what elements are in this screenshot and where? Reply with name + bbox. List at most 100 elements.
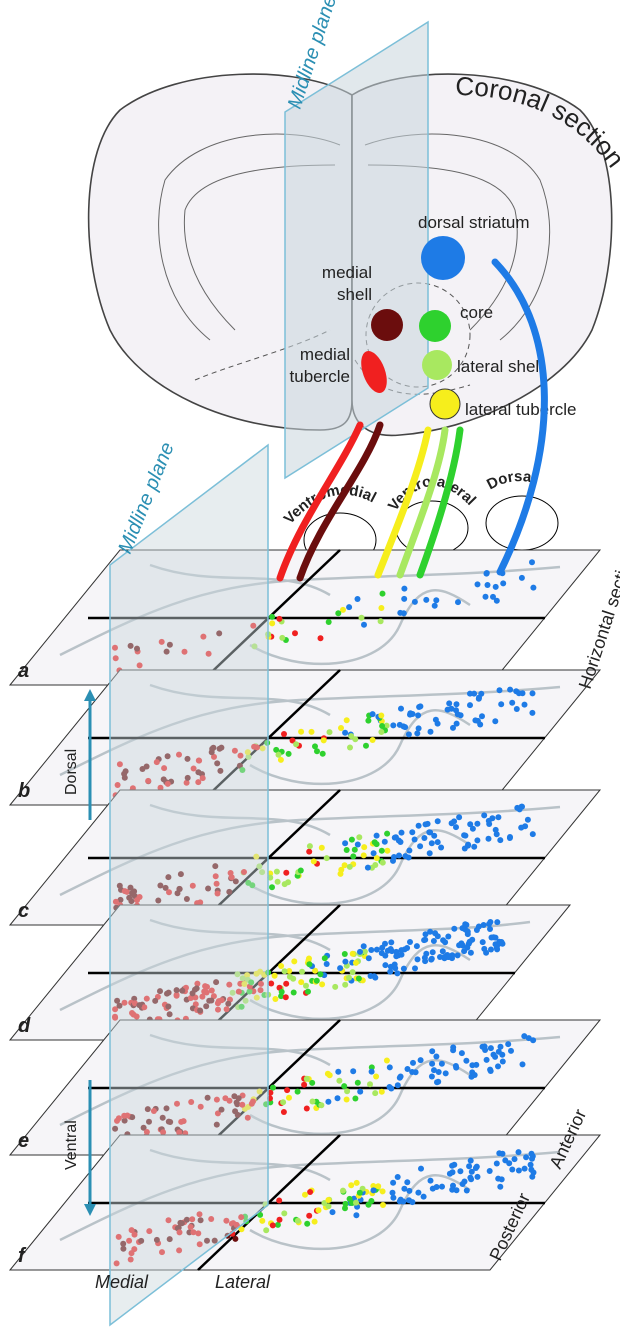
cell-dot [398,706,404,712]
cell-dot [529,710,535,716]
cell-dot [269,884,275,890]
cell-dot [361,622,367,628]
cell-dot [498,1044,504,1050]
cell-dot [361,943,367,949]
cell-dot [475,581,481,587]
cell-dot [378,713,384,719]
cell-dot [462,846,468,852]
cell-dot [429,840,435,846]
cell-dot [412,837,418,843]
cell-dot [428,1178,434,1184]
horizontal-midline-plane [110,445,268,1325]
cell-dot [342,951,348,957]
cell-dot [282,881,288,887]
cell-dot [454,721,460,727]
cell-dot [286,1095,292,1101]
cell-dot [449,1163,455,1169]
cell-dot [298,729,304,735]
cell-dot [350,1068,356,1074]
cell-dot [380,860,386,866]
cell-dot [275,1222,281,1228]
cell-dot [516,1168,522,1174]
cell-dot [344,1088,350,1094]
cell-dot [401,596,407,602]
region-label: dorsal striatum [418,213,529,232]
cell-dot [402,853,408,859]
cell-dot [295,1218,301,1224]
cell-dot [406,731,412,737]
cell-dot [435,818,441,824]
cell-dot [492,1054,498,1060]
cell-dot [423,597,429,603]
cell-dot [309,1080,315,1086]
cell-dot [372,862,378,868]
cell-dot [409,1199,415,1205]
cell-dot [445,707,451,713]
cell-dot [421,835,427,841]
cell-dot [268,981,274,987]
cell-dot [278,757,284,763]
region [419,310,451,342]
cell-dot [463,1058,469,1064]
cell-dot [412,599,418,605]
cell-dot [395,1082,401,1088]
cell-dot [454,701,460,707]
cell-dot [387,1064,393,1070]
cell-dot [494,1161,500,1167]
cell-dot [393,949,399,955]
cell-dot [468,950,474,956]
dorsal-label: Dorsal [63,749,80,795]
cell-dot [275,879,281,885]
cell-dot [304,1076,310,1082]
cell-dot [447,1171,453,1177]
cell-dot [354,1180,360,1186]
cell-dot [454,1187,460,1193]
cell-dot [509,700,515,706]
section-label: d [18,1015,31,1037]
cell-dot [390,1195,396,1201]
cell-dot [457,1168,463,1174]
cell-dot [431,833,437,839]
cell-dot [387,1084,393,1090]
cell-dot [507,835,513,841]
cell-dot [368,1198,374,1204]
cell-dot [302,1192,308,1198]
cell-dot [514,706,520,712]
cell-dot [355,596,361,602]
cell-dot [436,1069,442,1075]
cell-dot [495,1063,501,1069]
cell-dot [374,855,380,861]
cell-dot [380,1202,386,1208]
cell-dot [530,585,536,591]
cell-dot [520,690,526,696]
cell-dot [284,1087,290,1093]
cell-dot [479,713,485,719]
cell-dot [434,1184,440,1190]
cell-dot [379,848,385,854]
cell-dot [379,723,385,729]
region-label: shell [337,285,372,304]
cell-dot [324,855,330,861]
cell-dot [349,837,355,843]
cell-dot [396,853,402,859]
cell-dot [435,933,441,939]
cell-dot [450,1044,456,1050]
cell-dot [286,751,292,757]
cell-dot [456,814,462,820]
section-label: c [18,900,29,922]
cell-dot [270,1222,276,1228]
cell-dot [474,927,480,933]
cell-dot [407,710,413,716]
cell-dot [530,831,536,837]
cell-dot [336,1078,342,1084]
cell-dot [416,725,422,731]
cell-dot [529,1174,535,1180]
cell-dot [353,1212,359,1218]
cell-dot [416,823,422,829]
cell-dot [347,864,353,870]
cell-dot [432,603,438,609]
cell-dot [280,1099,286,1105]
cell-dot [528,1162,534,1168]
section-label: e [18,1130,29,1152]
medial-label: Medial [95,1272,149,1292]
